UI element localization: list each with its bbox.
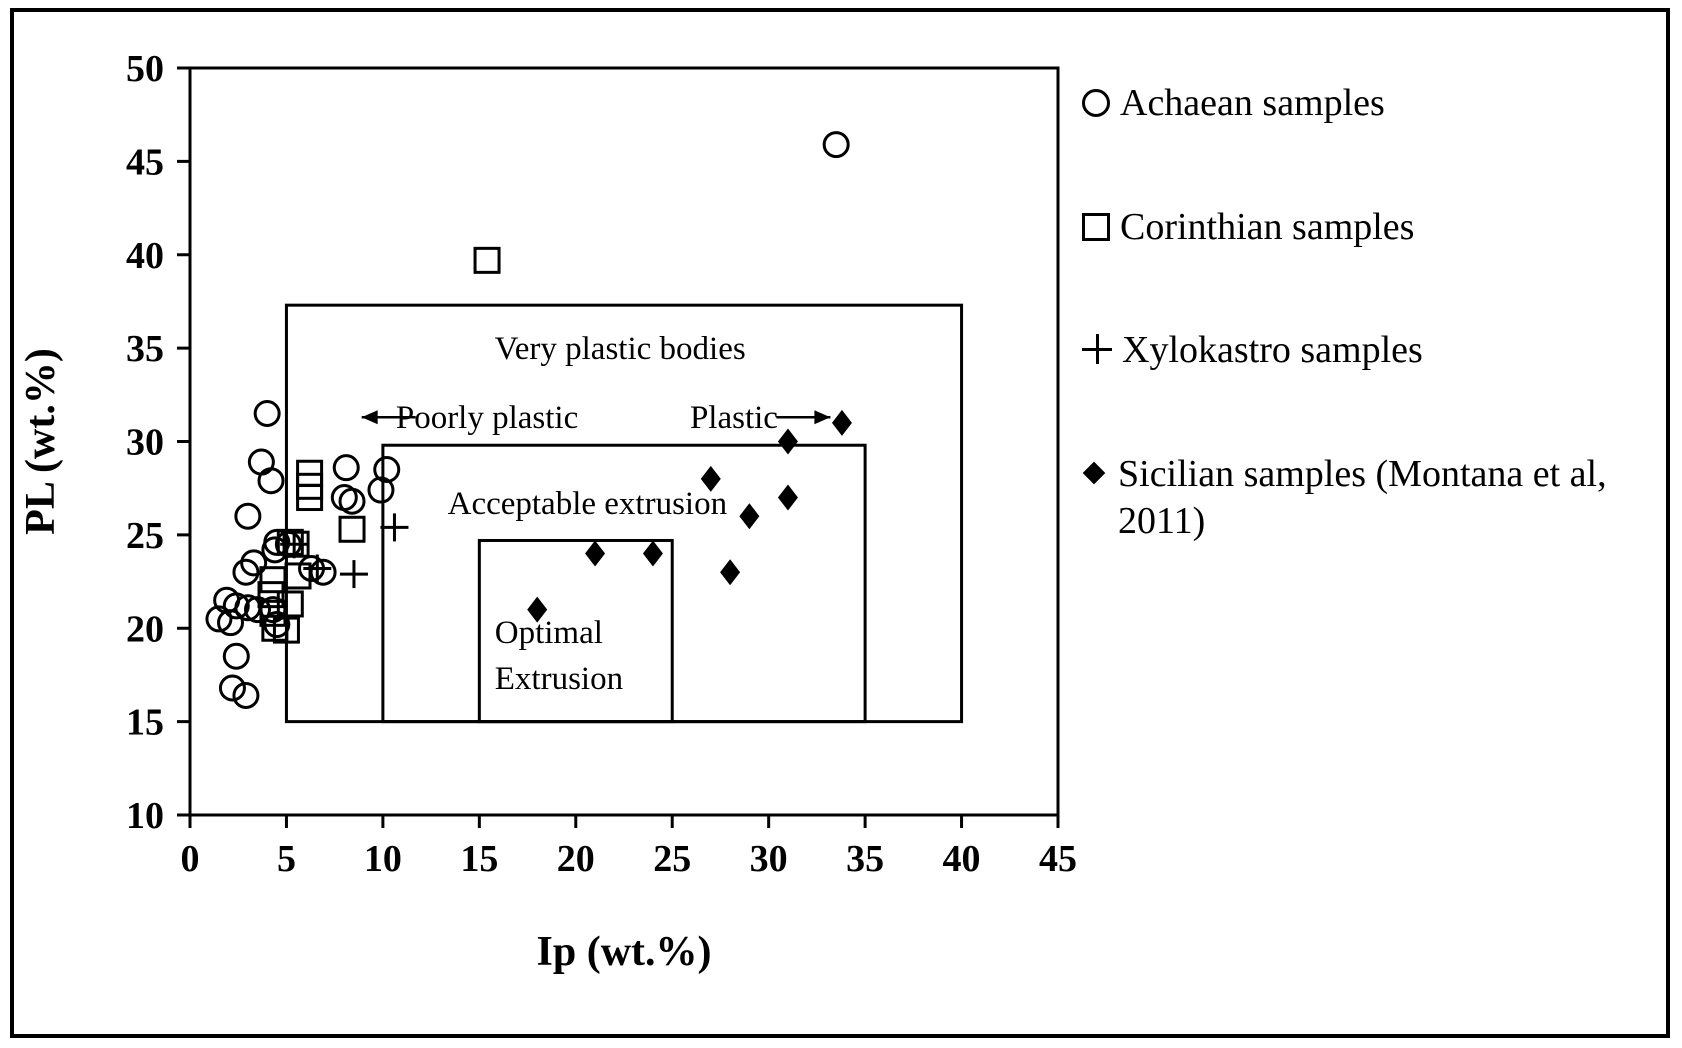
data-point-series-1 bbox=[259, 566, 287, 594]
annotation: Poorly plastic bbox=[396, 400, 578, 436]
data-point-series-3 bbox=[777, 484, 798, 511]
x-tick-label: 30 bbox=[750, 838, 788, 880]
x-axis-title: Ip (wt.%) bbox=[537, 929, 712, 975]
annotation-arrowhead bbox=[361, 410, 378, 425]
data-point-series-3 bbox=[777, 428, 798, 455]
data-point-series-3 bbox=[700, 465, 721, 492]
x-tick-label: 25 bbox=[653, 838, 691, 880]
legend-label-corinthian: Corinthian samples bbox=[1120, 205, 1415, 248]
y-tick-label: 30 bbox=[126, 422, 164, 464]
x-tick-label: 10 bbox=[364, 838, 402, 880]
data-point-series-1 bbox=[338, 515, 366, 543]
legend-label-achaean: Achaean samples bbox=[1120, 82, 1385, 124]
data-point-series-0 bbox=[217, 609, 245, 637]
data-point-series-0 bbox=[232, 558, 260, 586]
legend-label-sicilian: Sicilian samples (Montana et al, 2011) bbox=[1118, 452, 1607, 543]
x-tick-label: 45 bbox=[1039, 838, 1077, 880]
x-tick-label: 15 bbox=[460, 838, 498, 880]
x-tick-label: 40 bbox=[943, 838, 981, 880]
region-label-optimal-extrusion: Extrusion bbox=[495, 661, 623, 697]
data-point-series-0 bbox=[244, 596, 272, 624]
legend-item-sicilian: Sicilian samples (Montana et al, 2011) bbox=[1082, 451, 1657, 546]
y-axis-title: PL (wt.%) bbox=[18, 348, 64, 535]
data-point-series-0 bbox=[222, 642, 250, 670]
data-point-series-0 bbox=[332, 454, 360, 482]
data-point-series-0 bbox=[367, 476, 395, 504]
data-point-series-0 bbox=[247, 448, 275, 476]
plot-frame bbox=[188, 66, 1060, 817]
data-point-series-1 bbox=[272, 616, 300, 644]
data-point-series-0 bbox=[222, 592, 250, 620]
annotation: Plastic bbox=[690, 400, 778, 436]
x-tick-label: 20 bbox=[557, 838, 595, 880]
region-label-very-plastic-bodies: Very plastic bodies bbox=[495, 331, 746, 367]
data-point-series-3 bbox=[739, 503, 760, 530]
x-tick-label: 35 bbox=[846, 838, 884, 880]
data-point-series-3 bbox=[642, 540, 663, 567]
data-point-series-0 bbox=[234, 502, 262, 530]
y-tick-label: 35 bbox=[126, 328, 164, 370]
region-label-acceptable-extrusion: Acceptable extrusion bbox=[448, 486, 727, 522]
region-label-optimal-extrusion: Optimal bbox=[495, 615, 603, 651]
data-point-series-0 bbox=[232, 681, 260, 709]
data-point-series-0 bbox=[261, 536, 289, 564]
y-tick-label: 45 bbox=[126, 141, 164, 183]
data-point-series-3 bbox=[831, 409, 852, 436]
data-point-series-0 bbox=[257, 467, 285, 495]
data-point-series-3 bbox=[585, 540, 606, 567]
data-point-series-0 bbox=[338, 487, 366, 515]
data-point-series-1 bbox=[276, 590, 304, 618]
x-tick-label: 5 bbox=[277, 838, 296, 880]
x-tick-label: 0 bbox=[181, 838, 200, 880]
legend-label-xylokastro: Xylokastro samples bbox=[1122, 329, 1423, 371]
y-tick-label: 50 bbox=[126, 48, 164, 90]
region-optimal-extrusion bbox=[477, 538, 674, 724]
annotation-arrowhead bbox=[814, 410, 831, 425]
legend: Achaean samples Corinthian samples Xylok… bbox=[1082, 80, 1657, 546]
legend-item-xylokastro: Xylokastro samples bbox=[1082, 327, 1657, 375]
y-tick-label: 20 bbox=[126, 608, 164, 650]
data-point-series-3 bbox=[720, 559, 741, 586]
data-point-series-3 bbox=[527, 596, 548, 623]
plus-marker-icon bbox=[1082, 334, 1112, 364]
data-point-series-1 bbox=[257, 581, 285, 609]
data-point-series-0 bbox=[240, 549, 268, 577]
data-point-series-0 bbox=[373, 456, 401, 484]
data-point-series-1 bbox=[276, 528, 304, 556]
square-marker-icon bbox=[1082, 212, 1110, 241]
legend-item-achaean: Achaean samples bbox=[1082, 80, 1657, 128]
y-tick-label: 25 bbox=[126, 515, 164, 557]
data-point-series-1 bbox=[259, 599, 287, 627]
y-tick-label: 10 bbox=[126, 795, 164, 837]
data-point-series-1 bbox=[473, 246, 501, 274]
data-point-series-0 bbox=[253, 399, 281, 427]
data-point-series-1 bbox=[296, 484, 324, 512]
y-tick-label: 15 bbox=[126, 702, 164, 744]
data-point-series-0 bbox=[205, 605, 233, 633]
data-point-series-1 bbox=[284, 562, 312, 590]
legend-item-corinthian: Corinthian samples bbox=[1082, 204, 1657, 252]
data-point-series-0 bbox=[218, 674, 246, 702]
circle-marker-icon bbox=[1082, 89, 1110, 117]
y-tick-label: 40 bbox=[126, 235, 164, 277]
data-point-series-0 bbox=[822, 131, 850, 159]
diamond-marker-icon bbox=[1082, 461, 1106, 484]
